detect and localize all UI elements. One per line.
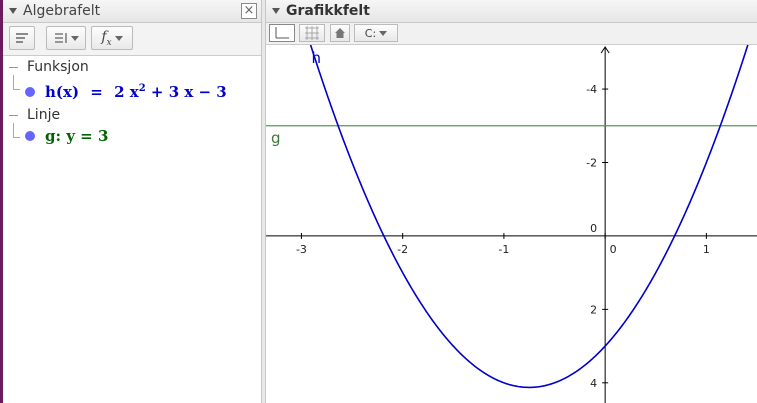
x-tick-label: -3 — [296, 243, 307, 256]
sort-button[interactable] — [46, 26, 86, 50]
graphics-title-bar[interactable]: Grafikkfelt — [266, 0, 757, 23]
panel-splitter[interactable] — [261, 0, 266, 403]
graphics-canvas[interactable]: -3 -2 -1 0 1 4 2 0 -2 -4 g h — [266, 45, 757, 403]
axes-toggle-icon — [275, 27, 289, 39]
visibility-dot-icon[interactable] — [25, 131, 35, 141]
curve-h — [309, 45, 749, 389]
category-linje[interactable]: Linje — [9, 106, 60, 124]
point-capture-icon: C: — [364, 26, 377, 40]
category-label: Funksjon — [27, 59, 89, 75]
y-axis-arrow-icon — [600, 46, 610, 54]
fx-label: f — [101, 28, 107, 45]
close-icon[interactable]: × — [241, 3, 257, 19]
category-funksjon[interactable]: Funksjon — [9, 58, 89, 76]
chevron-down-icon — [70, 35, 79, 41]
expr-eq: = — [90, 83, 103, 101]
graphics-view: Grafikkfelt C: -3 -2 -1 0 1 4 2 — [266, 0, 757, 403]
graphics-toolbar: C: — [266, 23, 757, 45]
visibility-dot-icon[interactable] — [25, 87, 35, 97]
panel-collapse-icon[interactable] — [9, 8, 17, 14]
chevron-down-icon — [114, 35, 123, 41]
collapse-icon[interactable] — [9, 114, 18, 116]
algebra-toolbar: fx — [3, 23, 261, 56]
y-tick-label: 0 — [590, 222, 597, 235]
grid-toggle-button[interactable] — [299, 24, 325, 42]
line-g-label: g — [271, 129, 281, 147]
y-tick-label: 2 — [590, 303, 597, 316]
expr-exponent: 2 — [138, 83, 146, 94]
curve-h-label: h — [312, 49, 322, 67]
panel-collapse-icon[interactable] — [272, 8, 280, 14]
list-item-g[interactable]: g: y = 3 — [25, 126, 108, 146]
input-function-button[interactable]: fx — [91, 26, 133, 50]
tree-connector — [13, 75, 20, 90]
list-item-h[interactable]: h(x) = 2 x2 + 3 x − 3 — [25, 82, 227, 102]
algebra-view: Algebrafelt × fx Funksj — [3, 0, 261, 403]
category-label: Linje — [27, 107, 61, 123]
window-edge — [0, 0, 3, 403]
grid-toggle-icon — [305, 26, 319, 40]
axes-toggle-button[interactable] — [269, 24, 295, 42]
description-icon — [16, 33, 28, 43]
y-tick-label: -2 — [586, 156, 597, 169]
description-mode-button[interactable] — [9, 26, 35, 50]
y-tick-label: 4 — [590, 377, 597, 390]
point-capture-button[interactable]: C: — [354, 24, 398, 42]
algebra-title: Algebrafelt — [23, 3, 101, 19]
collapse-icon[interactable] — [9, 66, 18, 68]
chevron-down-icon — [379, 30, 388, 36]
home-button[interactable] — [330, 24, 350, 42]
expression-h[interactable]: h(x) = 2 x2 + 3 x − 3 — [45, 83, 227, 101]
graphics-title: Grafikkfelt — [286, 3, 370, 19]
fx-sub: x — [106, 37, 112, 48]
x-tick-label: -1 — [498, 243, 509, 256]
x-tick-label: 0 — [610, 243, 617, 256]
home-icon — [335, 28, 345, 38]
expr-part-a: 2 x — [114, 83, 139, 101]
x-tick-label: -2 — [397, 243, 408, 256]
expr-name: h(x) — [45, 83, 80, 101]
expr-part-b: + 3 x − 3 — [150, 83, 227, 101]
tree-connector — [13, 123, 20, 138]
expression-g[interactable]: g: y = 3 — [45, 127, 109, 145]
y-tick-label: -4 — [586, 83, 597, 96]
fx-icon: fx — [101, 29, 111, 48]
x-tick-label: 1 — [703, 243, 710, 256]
sort-icon — [54, 33, 67, 43]
algebra-tree: Funksjon h(x) = 2 x2 + 3 x − 3 Linje g: … — [3, 56, 261, 403]
algebra-title-bar[interactable]: Algebrafelt × — [3, 0, 261, 23]
